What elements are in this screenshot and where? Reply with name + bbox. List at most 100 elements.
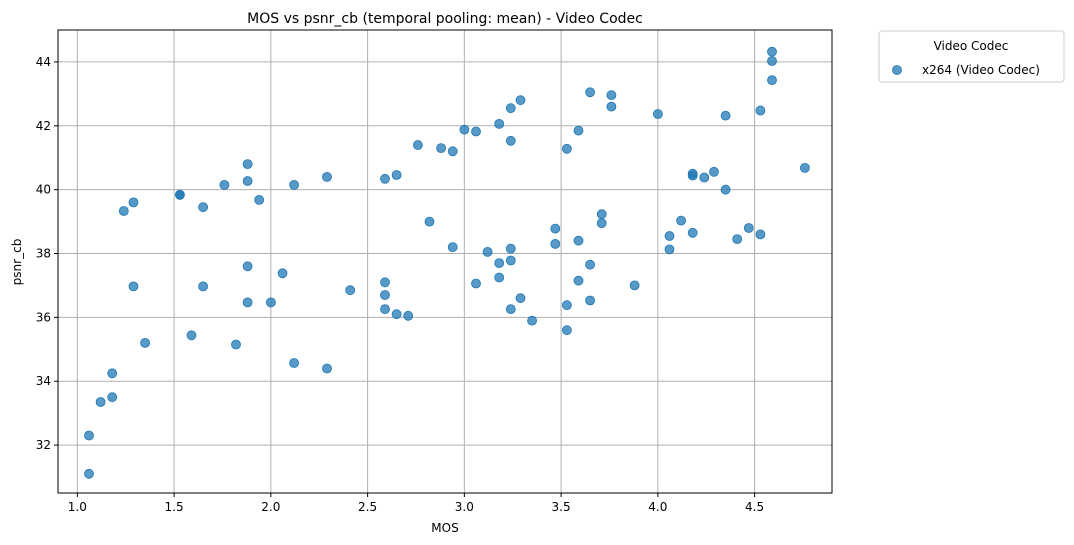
data-point (290, 359, 299, 368)
data-point (607, 102, 616, 111)
x-tick-label: 2.0 (261, 500, 280, 514)
data-point (243, 298, 252, 307)
data-point (562, 326, 571, 335)
data-point (141, 338, 150, 347)
data-point (768, 57, 777, 66)
data-point (472, 127, 481, 136)
data-point (506, 256, 515, 265)
data-point (323, 172, 332, 181)
data-point (243, 177, 252, 186)
data-point (597, 210, 606, 219)
data-point (586, 296, 595, 305)
data-point (607, 91, 616, 100)
data-point (506, 104, 515, 113)
data-point (392, 171, 401, 180)
y-tick-label: 40 (36, 183, 51, 197)
data-point (574, 126, 583, 135)
x-tick-label: 2.5 (358, 500, 377, 514)
data-point (96, 398, 105, 407)
x-tick-label: 4.0 (648, 500, 667, 514)
data-point (129, 198, 138, 207)
data-point (744, 224, 753, 233)
data-point (381, 174, 390, 183)
data-point (721, 185, 730, 194)
data-point (290, 180, 299, 189)
data-point (665, 245, 674, 254)
data-point (232, 340, 241, 349)
y-tick-label: 32 (36, 438, 51, 452)
y-axis-label: psnr_cb (10, 239, 24, 286)
data-point (425, 217, 434, 226)
data-point (516, 294, 525, 303)
y-tick-label: 36 (36, 310, 51, 324)
data-point (768, 47, 777, 56)
data-point (768, 76, 777, 85)
legend-title: Video Codec (934, 39, 1009, 53)
data-point (323, 364, 332, 373)
data-point (586, 260, 595, 269)
data-point (108, 369, 117, 378)
data-point (506, 305, 515, 314)
x-axis-ticks: 1.0 1.5 2.0 2.5 3.0 3.5 4.0 4.5 (68, 493, 764, 514)
legend-entry-label: x264 (Video Codec) (922, 63, 1040, 77)
data-point (119, 207, 128, 216)
data-point (516, 96, 525, 105)
data-point (346, 286, 355, 295)
data-points (85, 47, 810, 478)
data-point (506, 136, 515, 145)
data-point (85, 431, 94, 440)
data-point (381, 278, 390, 287)
data-point (721, 111, 730, 120)
data-point (255, 195, 264, 204)
data-point (574, 236, 583, 245)
data-point (243, 262, 252, 271)
data-point (187, 331, 196, 340)
data-point (460, 125, 469, 134)
data-point (243, 160, 252, 169)
legend: Video Codec x264 (Video Codec) (879, 31, 1064, 82)
data-point (392, 310, 401, 319)
data-point (574, 276, 583, 285)
data-point (413, 141, 422, 150)
data-point (381, 305, 390, 314)
data-point (278, 269, 287, 278)
data-point (404, 311, 413, 320)
data-point (506, 244, 515, 253)
y-axis-ticks: 32 34 36 38 40 42 44 (36, 55, 58, 452)
data-point (495, 259, 504, 268)
legend-marker (893, 66, 902, 75)
data-point (551, 239, 560, 248)
data-point (665, 232, 674, 241)
data-point (129, 282, 138, 291)
y-tick-label: 42 (36, 119, 51, 133)
data-point (528, 316, 537, 325)
data-point (199, 282, 208, 291)
data-point (448, 147, 457, 156)
x-tick-label: 4.5 (745, 500, 764, 514)
x-axis-label: MOS (431, 521, 458, 535)
data-point (756, 106, 765, 115)
data-point (630, 281, 639, 290)
data-point (800, 163, 809, 172)
data-point (437, 144, 446, 153)
data-point (733, 235, 742, 244)
data-point (472, 279, 481, 288)
data-point (551, 224, 560, 233)
grid (58, 30, 832, 493)
data-point (483, 247, 492, 256)
chart-title: MOS vs psnr_cb (temporal pooling: mean) … (247, 11, 643, 27)
y-tick-label: 44 (36, 55, 51, 69)
data-point (677, 216, 686, 225)
data-point (220, 180, 229, 189)
data-point (175, 190, 184, 199)
data-point (562, 301, 571, 310)
data-point (688, 228, 697, 237)
data-point (700, 173, 709, 182)
data-point (495, 273, 504, 282)
data-point (381, 291, 390, 300)
data-point (108, 393, 117, 402)
x-tick-label: 3.0 (455, 500, 474, 514)
data-point (85, 469, 94, 478)
y-tick-label: 34 (36, 374, 51, 388)
